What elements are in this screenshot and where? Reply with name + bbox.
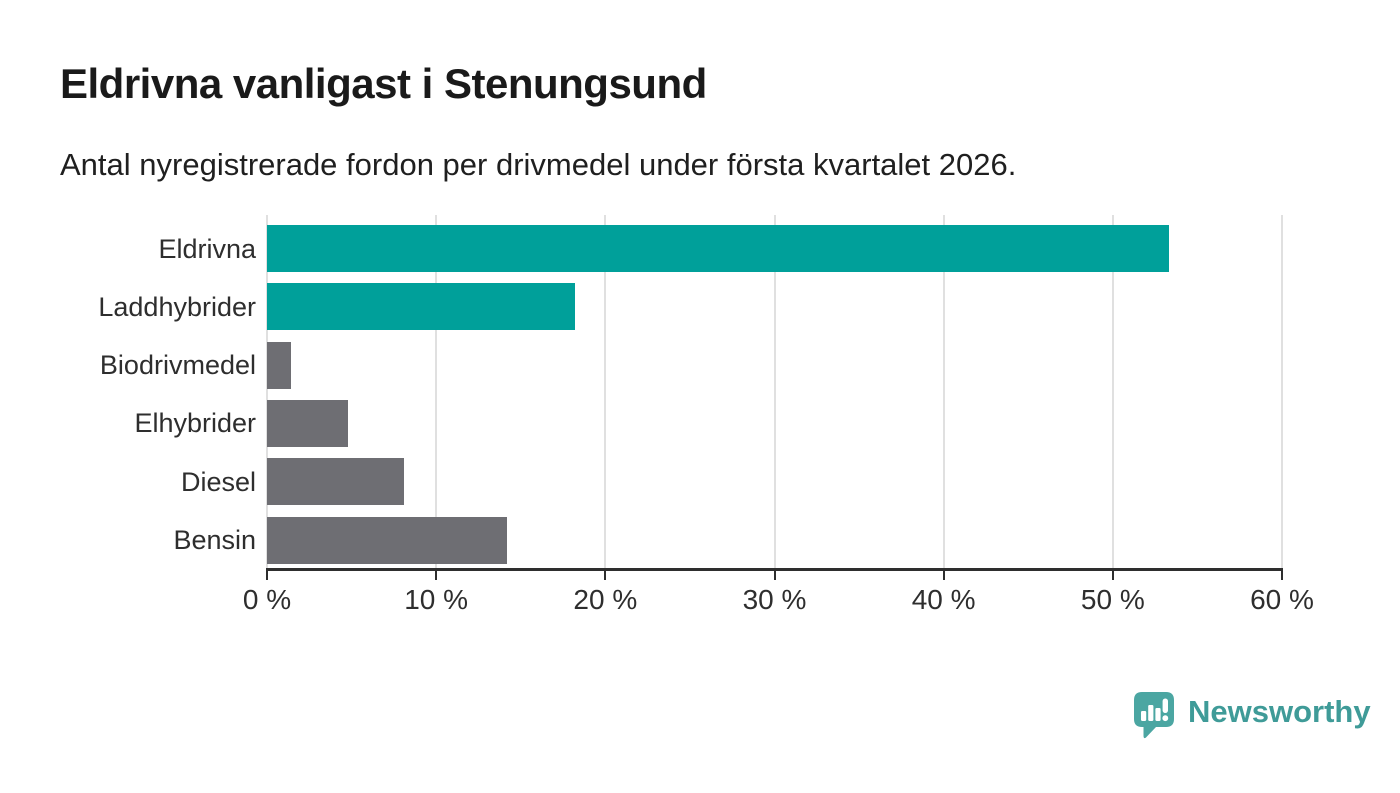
plot-area	[266, 215, 1283, 568]
gridline-10	[435, 215, 438, 568]
category-label-diesel: Diesel	[180, 466, 256, 497]
tick-label-30: 30 %	[742, 584, 807, 615]
category-label-biodrivmedel: Biodrivmedel	[99, 350, 256, 381]
gridline-40	[942, 215, 945, 568]
tick-mark-20	[604, 571, 607, 580]
gridline-60	[1281, 215, 1283, 568]
bar-bensin	[267, 516, 508, 564]
newsworthy-logo-text: Newsworthy	[1188, 694, 1371, 729]
tick-mark-30	[773, 571, 776, 580]
category-label-elhybrider: Elhybrider	[134, 408, 256, 439]
tick-label-40: 40 %	[911, 584, 976, 615]
gridline-0	[266, 215, 268, 568]
category-label-eldrivna: Eldrivna	[158, 233, 256, 264]
category-label-bensin: Bensin	[173, 525, 256, 555]
tick-mark-40	[942, 571, 945, 580]
x-axis-line	[266, 568, 1283, 571]
tick-mark-0	[266, 571, 268, 580]
bar-diesel	[267, 458, 405, 506]
newsworthy-logo-icon	[1134, 692, 1174, 739]
gridline-50	[1111, 215, 1114, 568]
bar-laddhybrider	[267, 283, 575, 331]
bar-biodrivmedel	[267, 341, 291, 389]
tick-mark-60	[1281, 571, 1283, 580]
gridline-20	[604, 215, 607, 568]
chart-subtitle: Antal nyregistrerade fordon per drivmede…	[60, 147, 1017, 182]
bar-elhybrider	[267, 399, 349, 447]
gridline-30	[773, 215, 776, 568]
bar-eldrivna	[267, 225, 1169, 272]
tick-label-50: 50 %	[1080, 584, 1145, 615]
tick-label-0: 0 %	[242, 584, 292, 615]
tick-label-10: 10 %	[404, 584, 469, 615]
category-label-laddhybrider: Laddhybrider	[98, 291, 256, 322]
chart-title: Eldrivna vanligast i Stenungsund	[60, 60, 707, 107]
newsworthy-logo: Newsworthy	[1132, 691, 1371, 739]
tick-mark-10	[435, 571, 438, 580]
tick-label-20: 20 %	[573, 584, 638, 615]
tick-mark-50	[1111, 571, 1114, 580]
tick-label-60: 60 %	[1250, 584, 1314, 615]
